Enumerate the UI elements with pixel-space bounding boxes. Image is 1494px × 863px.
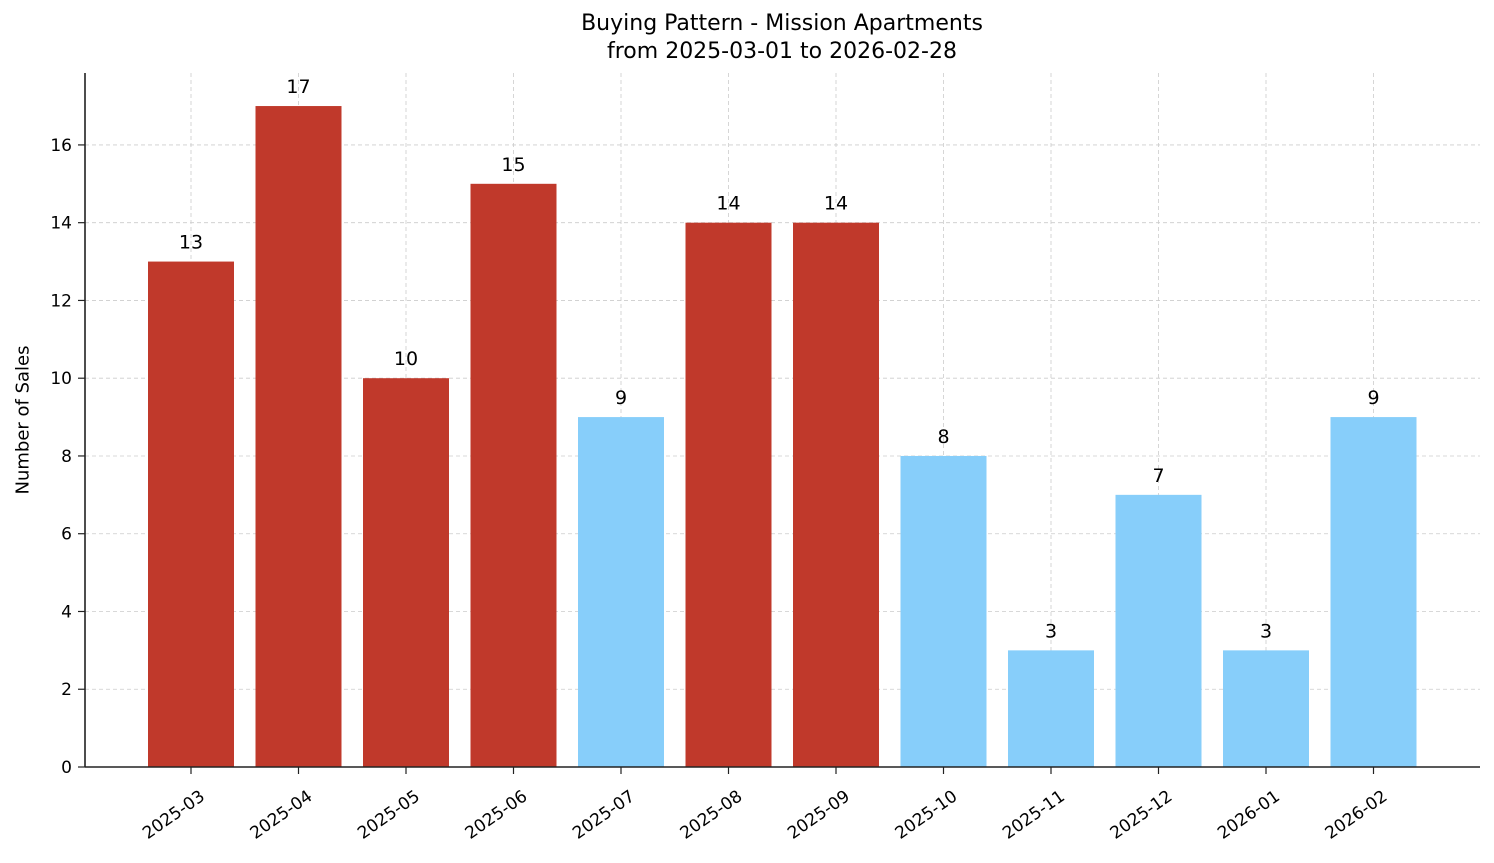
- data-label: 9: [1367, 387, 1379, 409]
- y-tick-label: 2: [61, 680, 72, 700]
- chart-title-line1: Buying Pattern - Mission Apartments: [581, 11, 983, 36]
- data-labels: 13 17 10 15 9 14 14 8 3 7 3 9: [179, 76, 1380, 642]
- data-label: 13: [179, 232, 203, 254]
- data-label: 15: [501, 154, 525, 176]
- data-label: 7: [1152, 465, 1164, 487]
- x-tick-label: 2025-06: [462, 787, 532, 844]
- x-axis-ticks: 2025-03 2025-04 2025-05 2025-06 2025-07 2025-…: [139, 767, 1391, 844]
- bar-2025-03: [148, 261, 234, 767]
- y-tick-label: 6: [61, 525, 72, 545]
- data-label: 14: [716, 193, 740, 215]
- x-tick-label: 2025-10: [892, 787, 962, 844]
- x-tick-label: 2025-12: [1107, 787, 1177, 844]
- data-label: 8: [937, 426, 949, 448]
- x-tick-label: 2025-04: [247, 787, 317, 844]
- bar-2025-04: [255, 106, 342, 768]
- chart-title-line2: from 2025-03-01 to 2026-02-28: [607, 39, 957, 64]
- axes: [84, 73, 1480, 768]
- x-tick-label: 2025-11: [999, 787, 1069, 844]
- data-label: 3: [1260, 620, 1272, 642]
- bar-2025-10: [900, 455, 987, 767]
- y-tick-label: 10: [50, 369, 72, 389]
- y-tick-label: 4: [61, 602, 72, 622]
- y-axis-ticks: 0 2 4 6 8 10 12 14 16: [50, 136, 85, 778]
- y-tick-label: 12: [50, 291, 72, 311]
- x-tick-label: 2025-07: [569, 787, 639, 844]
- data-label: 10: [394, 348, 418, 370]
- y-tick-label: 14: [50, 214, 72, 234]
- x-tick-label: 2026-02: [1322, 787, 1392, 844]
- bar-2025-12: [1115, 494, 1202, 767]
- chart-title: Buying Pattern - Mission Apartments from…: [0, 10, 1494, 66]
- bar-2025-09: [793, 222, 879, 767]
- bar-2025-11: [1008, 650, 1094, 767]
- x-tick-label: 2025-05: [354, 787, 424, 844]
- x-tick-label: 2025-08: [677, 787, 747, 844]
- data-label: 9: [615, 387, 627, 409]
- x-tick-label: 2025-09: [784, 787, 854, 844]
- data-label: 14: [824, 193, 848, 215]
- data-label: 17: [286, 76, 310, 98]
- bar-2025-06: [470, 183, 557, 768]
- bar-2026-02: [1330, 417, 1417, 767]
- bar-2025-05: [363, 378, 449, 767]
- bars: [148, 106, 1417, 768]
- x-tick-label: 2025-03: [139, 787, 209, 844]
- y-tick-label: 16: [50, 136, 72, 156]
- y-tick-label: 0: [61, 758, 72, 778]
- bar-2026-01: [1223, 650, 1309, 767]
- bar-2025-07: [578, 417, 664, 767]
- data-label: 3: [1045, 620, 1057, 642]
- bar-2025-08: [685, 222, 772, 767]
- x-tick-label: 2026-01: [1214, 787, 1284, 844]
- y-tick-label: 8: [61, 447, 72, 467]
